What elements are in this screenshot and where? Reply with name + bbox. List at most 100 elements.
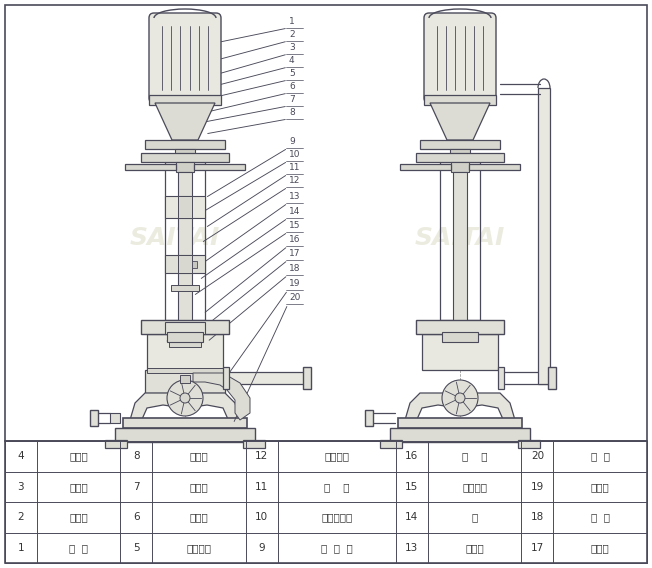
Text: 后盖板: 后盖板 <box>466 543 484 553</box>
Text: 5: 5 <box>133 543 140 553</box>
Bar <box>422 334 498 370</box>
Text: 15: 15 <box>405 482 419 492</box>
Text: 9: 9 <box>258 543 265 553</box>
Bar <box>165 162 205 320</box>
Circle shape <box>180 393 190 403</box>
Text: 3: 3 <box>289 43 295 52</box>
FancyBboxPatch shape <box>149 13 221 103</box>
Text: 密封环: 密封环 <box>591 543 610 553</box>
Text: 18: 18 <box>531 512 544 522</box>
Bar <box>125 164 176 170</box>
Bar <box>165 322 205 334</box>
Text: 5: 5 <box>289 69 295 78</box>
Bar <box>175 149 195 157</box>
Polygon shape <box>405 393 515 435</box>
Text: 叶轮螺母: 叶轮螺母 <box>462 482 487 492</box>
Bar <box>194 164 245 170</box>
Text: 16: 16 <box>289 235 301 244</box>
Text: 上轴承座: 上轴承座 <box>186 543 211 553</box>
Bar <box>424 95 496 105</box>
Circle shape <box>442 380 478 416</box>
Text: 叶    轮: 叶 轮 <box>462 451 487 461</box>
Circle shape <box>167 380 203 416</box>
Bar <box>225 372 305 384</box>
Bar <box>141 153 229 162</box>
Text: 2: 2 <box>289 30 295 39</box>
Circle shape <box>455 393 465 403</box>
Bar <box>380 440 402 448</box>
Polygon shape <box>110 413 120 423</box>
Text: 上机械密封: 上机械密封 <box>321 512 353 522</box>
Bar <box>176 162 194 172</box>
Text: 14: 14 <box>405 512 419 522</box>
Bar <box>178 172 192 338</box>
Bar <box>115 428 255 442</box>
Bar <box>90 410 98 426</box>
Text: 10: 10 <box>255 512 269 522</box>
Bar <box>178 255 192 273</box>
Text: 加长轴: 加长轴 <box>190 482 209 492</box>
Text: 联轴器: 联轴器 <box>69 512 88 522</box>
Bar <box>105 440 127 448</box>
Bar <box>123 418 247 428</box>
Text: 17: 17 <box>289 249 301 258</box>
Text: 18: 18 <box>289 264 301 273</box>
Text: 16: 16 <box>405 451 419 461</box>
Text: 8: 8 <box>289 108 295 117</box>
Text: 底  盘: 底 盘 <box>591 451 610 461</box>
Text: 13: 13 <box>405 543 419 553</box>
Text: SAITAI: SAITAI <box>130 226 220 250</box>
Bar <box>365 410 373 426</box>
Text: 电机座: 电机座 <box>69 482 88 492</box>
Text: 下  轴  承: 下 轴 承 <box>321 543 353 553</box>
Text: 4: 4 <box>18 451 24 461</box>
Bar <box>167 332 203 342</box>
Text: 20: 20 <box>289 293 301 302</box>
Text: 1: 1 <box>289 17 295 26</box>
Bar <box>400 164 451 170</box>
Text: 出水管: 出水管 <box>591 482 610 492</box>
Text: 9: 9 <box>289 137 295 146</box>
Polygon shape <box>193 373 250 420</box>
Bar <box>548 367 556 389</box>
Bar <box>451 162 469 172</box>
Text: 6: 6 <box>133 512 140 522</box>
Text: 19: 19 <box>289 279 301 288</box>
Bar <box>498 367 504 389</box>
Text: 3: 3 <box>18 482 24 492</box>
Bar <box>416 153 504 162</box>
Polygon shape <box>430 103 490 140</box>
Bar <box>165 255 205 273</box>
Text: 8: 8 <box>133 451 140 461</box>
Bar <box>469 164 520 170</box>
Text: 17: 17 <box>531 543 544 553</box>
Bar <box>243 440 265 448</box>
Bar <box>149 95 221 105</box>
FancyBboxPatch shape <box>424 13 496 103</box>
Bar <box>145 370 225 393</box>
Text: 19: 19 <box>531 482 544 492</box>
Bar <box>178 196 192 218</box>
Text: 键: 键 <box>471 512 478 522</box>
Polygon shape <box>130 393 240 435</box>
Bar <box>223 367 229 389</box>
Bar <box>141 320 229 334</box>
Bar <box>442 332 478 342</box>
Text: 泵  体: 泵 体 <box>591 512 610 522</box>
Bar <box>147 334 223 370</box>
Bar <box>538 88 550 384</box>
Text: 2: 2 <box>18 512 24 522</box>
Bar <box>416 320 504 334</box>
Bar <box>171 285 199 291</box>
Bar <box>5 5 647 441</box>
Bar <box>169 339 201 347</box>
Text: 13: 13 <box>289 192 301 201</box>
Text: 15: 15 <box>289 221 301 230</box>
Bar <box>5 441 647 563</box>
Bar <box>440 162 480 320</box>
Text: 油    室: 油 室 <box>324 482 349 492</box>
Bar <box>398 418 522 428</box>
Text: 1: 1 <box>18 543 24 553</box>
Text: 4: 4 <box>289 56 295 65</box>
Bar <box>450 149 470 157</box>
